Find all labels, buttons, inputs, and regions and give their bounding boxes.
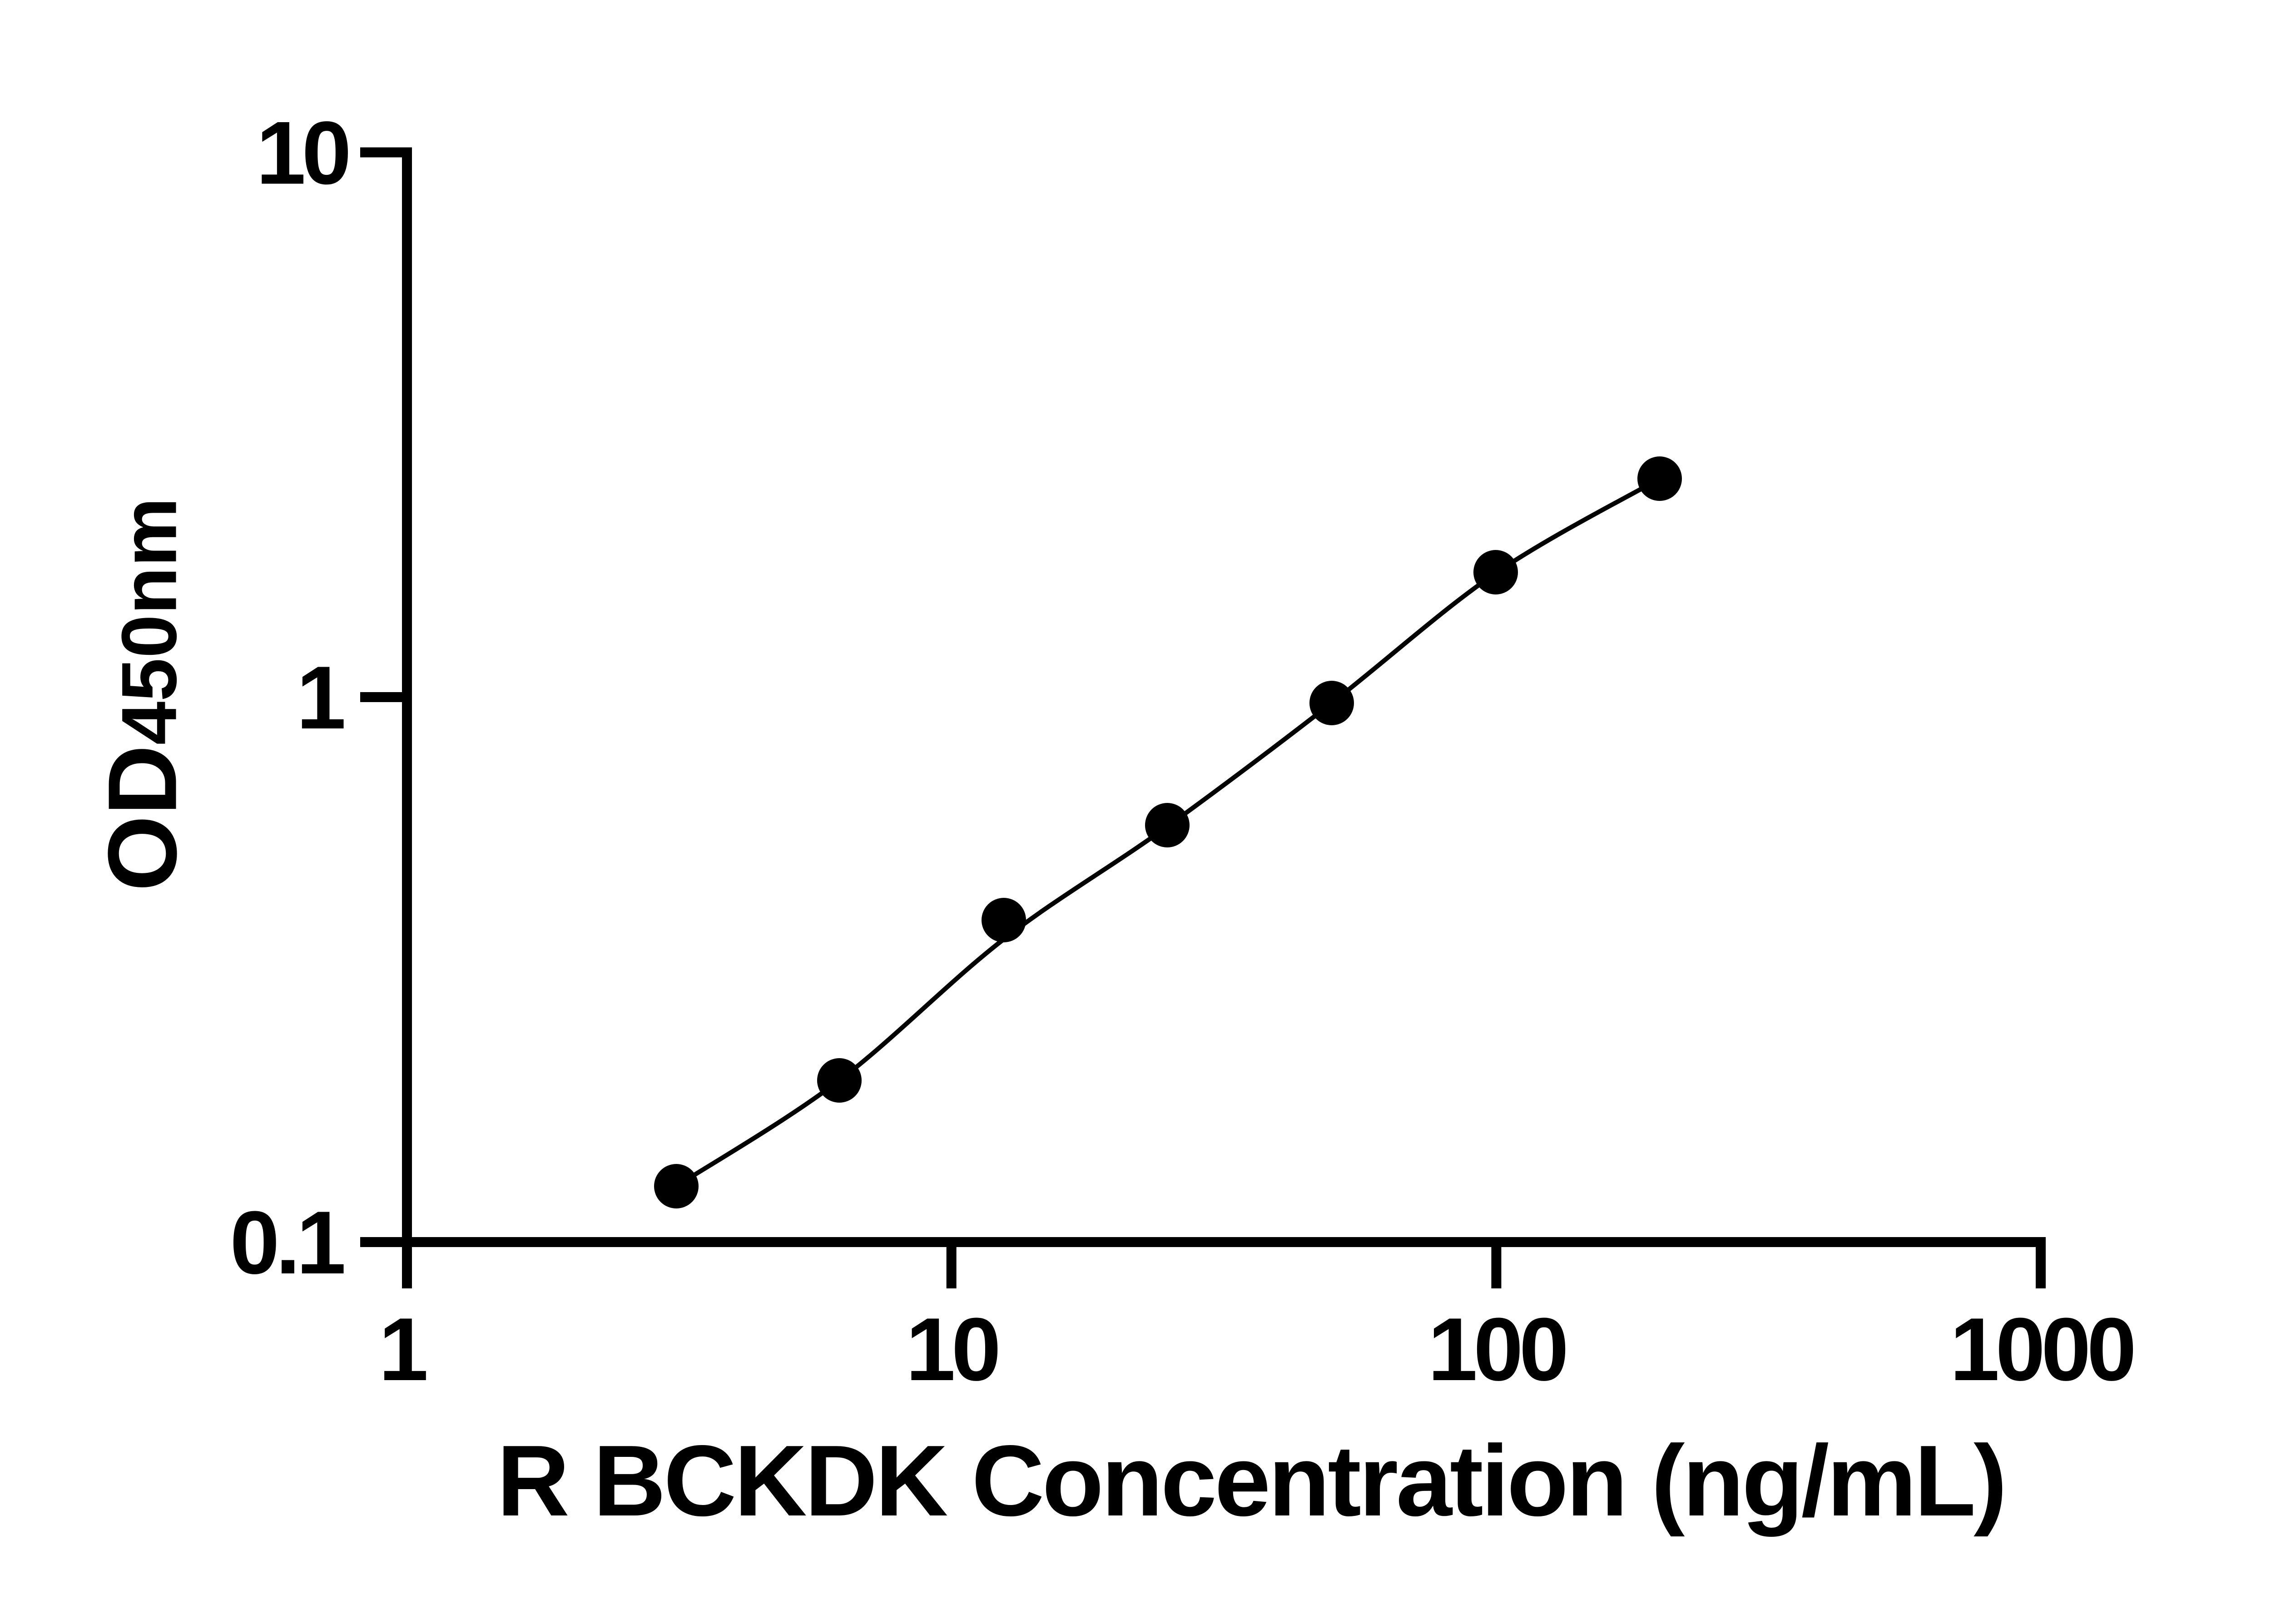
svg-text:10: 10 (906, 1299, 998, 1399)
svg-text:100: 100 (1428, 1299, 1566, 1399)
svg-text:10: 10 (256, 103, 348, 203)
svg-text:1: 1 (296, 648, 344, 748)
svg-text:1000: 1000 (1950, 1299, 2133, 1399)
svg-text:0.1: 0.1 (230, 1193, 344, 1292)
svg-text:OD450nm: OD450nm (88, 497, 197, 891)
svg-text:1: 1 (379, 1299, 426, 1399)
svg-text:R BCKDK Concentration (ng/mL): R BCKDK Concentration (ng/mL) (497, 1425, 2005, 1537)
